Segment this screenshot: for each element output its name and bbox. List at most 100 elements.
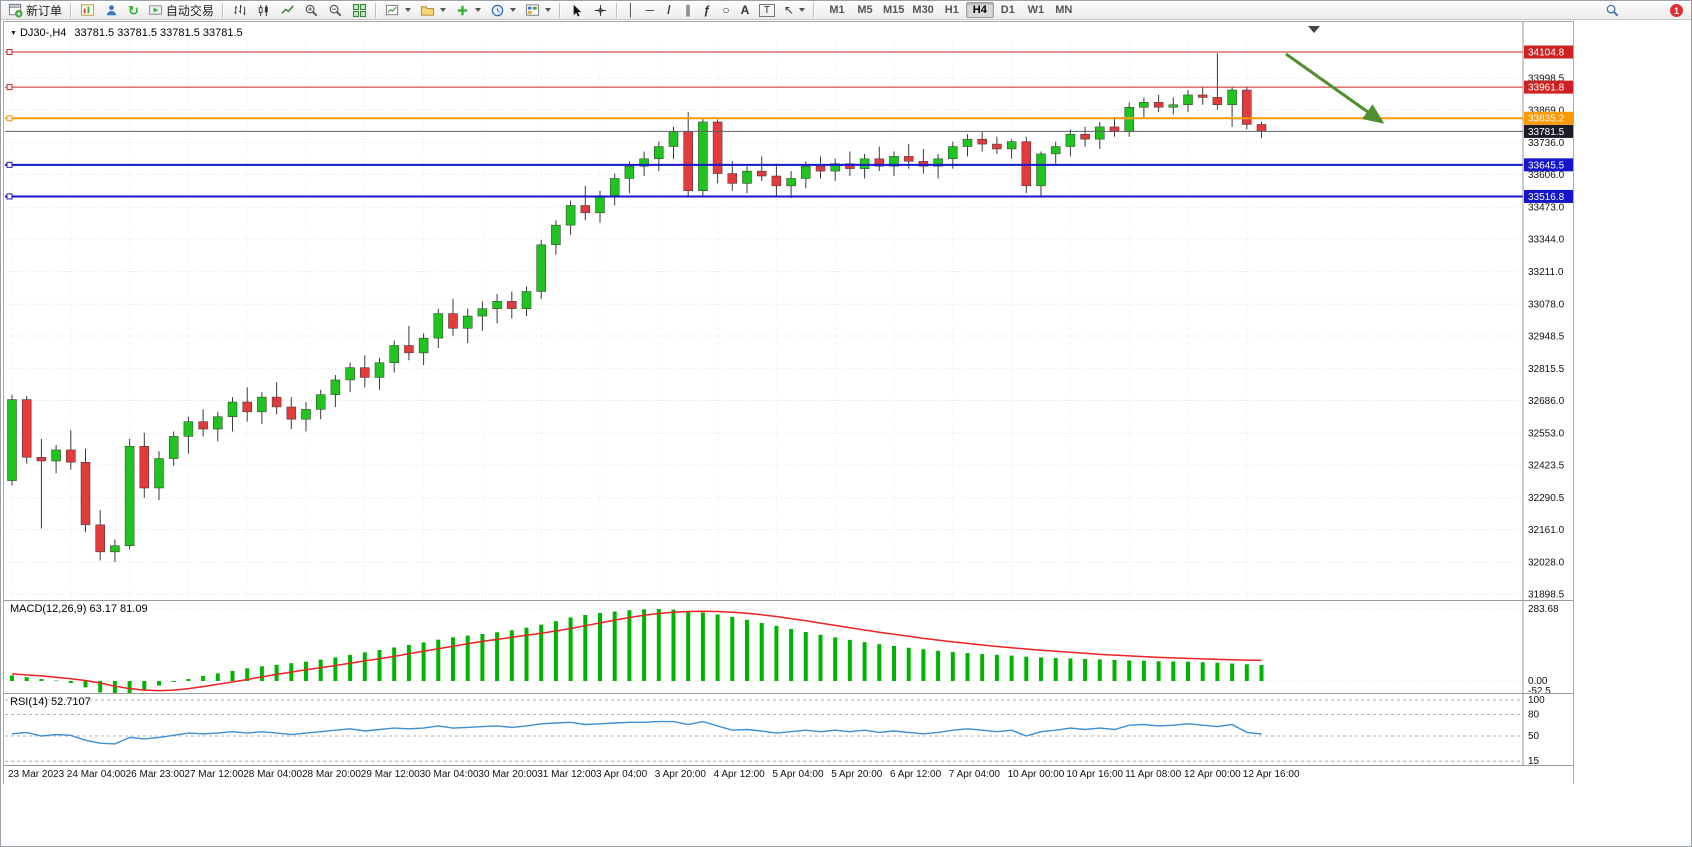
timeframe-m5[interactable]: M5 <box>857 4 873 16</box>
bar-chart-button[interactable] <box>228 1 251 20</box>
toolbar-separator <box>70 2 73 18</box>
svg-text:-52.5: -52.5 <box>1528 686 1551 693</box>
svg-text:15: 15 <box>1528 756 1540 765</box>
candle-body <box>889 156 899 167</box>
candle-body <box>36 457 47 462</box>
profiles-button[interactable] <box>416 1 450 20</box>
search-icon <box>1606 4 1619 17</box>
auto-trading-icon <box>148 4 162 15</box>
horizontal-line-button[interactable]: ─ <box>641 1 659 20</box>
candle-body <box>198 421 208 430</box>
candle-body <box>418 337 429 354</box>
candle-body <box>536 244 546 292</box>
time-label: 30 Mar 04:00 <box>419 769 479 780</box>
svg-text:32553.0: 32553.0 <box>1528 429 1565 440</box>
main-chart[interactable]: 33998.5 33869.0 33736.0 33606.0 33473.0 33344… <box>4 22 1573 600</box>
toolbar-separator <box>374 2 377 18</box>
time-axis[interactable]: 23 Mar 2023 24 Mar 04:00 26 Mar 23:00 27 Ma… <box>4 765 1573 785</box>
new-order-icon <box>8 3 23 18</box>
zoom-in-button[interactable] <box>300 1 323 20</box>
candle-body <box>51 449 61 462</box>
time-label: 10 Apr 16:00 <box>1066 769 1124 780</box>
candle-body <box>1212 97 1223 106</box>
channel-icon: ∥ <box>684 2 691 17</box>
timeframe-mn[interactable]: MN <box>1055 4 1073 16</box>
timeframe-group: M1 M5 M15 M30 H1 H4 D1 W1 MN <box>823 2 1078 18</box>
time-label: 31 Mar 12:00 <box>537 769 597 780</box>
candle-body <box>1153 102 1164 108</box>
line-chart-button[interactable] <box>276 1 299 20</box>
crosshair-button[interactable] <box>589 1 612 20</box>
timeframe-w1[interactable]: W1 <box>1027 4 1045 16</box>
timeframe-d1[interactable]: D1 <box>1000 4 1015 16</box>
new-chart-button[interactable] <box>381 1 415 20</box>
svg-text:34104.8: 34104.8 <box>1528 48 1565 59</box>
candle-body <box>242 401 252 413</box>
ellipse-button[interactable]: ○ <box>717 1 735 20</box>
time-label: 24 Mar 04:00 <box>66 769 126 780</box>
svg-text:33835.2: 33835.2 <box>1528 114 1565 125</box>
zoom-out-button[interactable] <box>324 1 347 20</box>
svg-text:33736.0: 33736.0 <box>1528 138 1565 149</box>
candle-body <box>1168 104 1179 108</box>
caret-icon <box>474 8 481 12</box>
tile-windows-icon <box>352 3 366 17</box>
candle-body <box>815 165 826 172</box>
clock-icon <box>491 4 504 16</box>
cursor-icon <box>573 4 582 16</box>
timeframe-m30[interactable]: M30 <box>912 4 934 16</box>
candle-body <box>727 173 738 184</box>
candle-body <box>845 163 855 169</box>
time-label: 23 Mar 2023 <box>8 769 65 780</box>
channel-button[interactable]: ∥ <box>679 1 697 20</box>
timeframe-h1[interactable]: H1 <box>944 4 959 16</box>
new-order-label: 新订单 <box>26 3 63 18</box>
timeframe-m1[interactable]: M1 <box>829 4 845 16</box>
trend-arrow-annotation[interactable] <box>1285 52 1385 124</box>
text-button[interactable]: A <box>736 1 754 20</box>
candle-body <box>139 445 150 489</box>
notification-badge[interactable]: 1 <box>1670 4 1683 17</box>
timeframe-h4[interactable]: H4 <box>965 2 994 18</box>
svg-text:50: 50 <box>1528 731 1540 742</box>
template-button[interactable] <box>521 1 555 20</box>
svg-text:31898.5: 31898.5 <box>1528 590 1565 601</box>
vertical-line-button[interactable]: │ <box>622 1 640 20</box>
tile-windows-button[interactable] <box>348 1 371 20</box>
market-watch-button[interactable] <box>76 1 99 20</box>
candle-body <box>21 399 32 458</box>
candlestick-chart-button[interactable] <box>252 1 275 20</box>
caret-icon <box>404 8 411 12</box>
horizontal-level-lines[interactable] <box>5 49 1523 200</box>
search-button[interactable] <box>1601 1 1624 20</box>
macd-chart[interactable]: 283.68 0.00-52.5 <box>4 601 1573 693</box>
candle-body <box>462 315 473 329</box>
fibonacci-button[interactable]: ƒ <box>698 1 716 20</box>
price-tag <box>1524 80 1573 94</box>
timeframe-m15[interactable]: M15 <box>883 4 905 16</box>
profile-button[interactable] <box>100 1 123 20</box>
trendline-button[interactable]: / <box>660 1 678 20</box>
add-indicator-button[interactable] <box>451 1 485 20</box>
arrows-icon: ↖ <box>783 2 794 17</box>
candle-body <box>257 396 267 413</box>
auto-trading-button[interactable]: 自动交易 <box>144 1 218 20</box>
refresh-button[interactable]: ↻ <box>124 1 143 20</box>
symbol-period-label: DJ30-,H4 <box>19 27 67 39</box>
candle-body <box>712 121 723 174</box>
period-button[interactable] <box>486 1 520 20</box>
svg-text:33516.8: 33516.8 <box>1528 192 1565 203</box>
candle-body <box>80 461 91 526</box>
cursor-button[interactable] <box>565 1 588 20</box>
new-order-button[interactable]: 新订单 <box>4 1 66 20</box>
candle-body <box>859 158 870 169</box>
svg-text:32815.5: 32815.5 <box>1528 364 1565 375</box>
candles <box>7 53 1267 563</box>
toolbar-right: 1 <box>1601 2 1683 19</box>
candle-body <box>213 416 223 430</box>
auto-trading-label: 自动交易 <box>165 3 214 18</box>
arrows-button[interactable]: ↖ <box>780 1 809 20</box>
chart-shift-marker[interactable] <box>1308 26 1320 33</box>
text-label-button[interactable]: T <box>755 1 779 20</box>
rsi-chart[interactable]: 100 80 50 15 <box>4 694 1573 765</box>
